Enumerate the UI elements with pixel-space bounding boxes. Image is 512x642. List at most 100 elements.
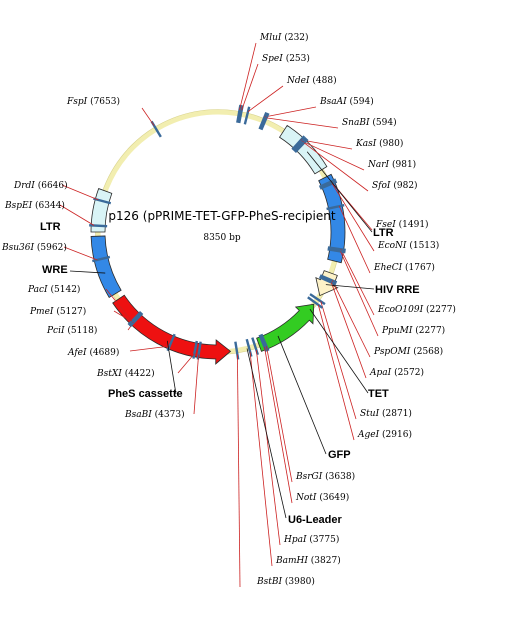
site-tick-ecoo109i (327, 246, 346, 252)
site-tick-pmei (129, 312, 144, 328)
site-tick-stui (309, 293, 326, 306)
site-label-spei: SpeI (253) (262, 53, 310, 64)
feature-leader-ltr-right (306, 151, 373, 233)
site-leader-drdi (61, 184, 99, 201)
site-label-snabi: SnaBI (594) (342, 117, 397, 128)
site-label-bspei: BspEI (6344) (4, 200, 65, 211)
site-tick-ndei (243, 106, 251, 125)
site-tick-fsei (318, 178, 337, 188)
feature-leader-phes (166, 340, 177, 395)
site-leader-mlui (239, 42, 257, 110)
site-leader-ppumi (340, 251, 379, 337)
site-leader-hpai (255, 349, 281, 546)
site-tick-bsaai (258, 111, 268, 130)
feature-label-wre: WRE (42, 264, 68, 276)
site-tick-bsu36i (92, 255, 111, 263)
site-label-bsabi: BsaBI (4373) (124, 409, 185, 420)
site-tick-nari (292, 136, 307, 152)
feature-arc-phes (112, 294, 232, 365)
site-tick-ppumi (327, 248, 346, 254)
site-leader-pspomi (331, 280, 371, 358)
feature-arc-gfp (256, 303, 315, 352)
site-label-bstxi: BstXI (4422) (96, 368, 155, 379)
site-tick-kasi (291, 135, 306, 151)
site-leader-stui (320, 301, 357, 420)
site-leader-eheci (338, 206, 371, 274)
site-tick-bspei (89, 224, 108, 228)
site-leader-pmei (113, 310, 134, 324)
site-leader-nari (302, 140, 365, 171)
feature-leader-hiv-rre (325, 284, 375, 290)
site-tick-apai (318, 276, 337, 286)
site-tick-bsrgi (260, 333, 270, 352)
site-label-apai: ApaI (2572) (369, 367, 424, 378)
site-tick-paci (127, 311, 142, 326)
site-leader-ndei (247, 85, 284, 113)
site-label-nari: NarI (981) (367, 159, 416, 170)
site-label-bsaai: BsaAI (594) (319, 96, 374, 107)
feature-leader-tet (309, 308, 369, 394)
feature-arc-blue-right (318, 173, 346, 264)
site-leader-fspi (141, 107, 155, 126)
feature-arcs (90, 124, 346, 365)
site-leader-bamhi (249, 351, 273, 567)
site-label-pmei: PmeI (5127) (29, 306, 86, 317)
site-label-ppumi: PpuMI (2277) (381, 325, 445, 336)
feature-label-tet: TET (368, 388, 389, 400)
feature-leader-gfp (277, 335, 327, 455)
site-label-econi: EcoNI (1513) (377, 240, 439, 251)
site-label-ehei: EheCI (1767) (373, 262, 435, 273)
feature-leader-u6-leader (246, 348, 287, 519)
site-label-sfoi: SfoI (982) (372, 180, 418, 191)
feature-label-ltr-right: LTR (373, 227, 394, 239)
feature-leader-wre (69, 270, 106, 274)
site-label-agei: AgeI (2916) (357, 429, 412, 440)
site-tick-snabi (260, 112, 270, 131)
site-leader-bspei (59, 204, 95, 226)
site-leader-econi (331, 183, 375, 252)
site-tick-eheci (326, 204, 345, 211)
site-tick-bstxi (192, 340, 198, 359)
site-leader-paci (105, 288, 133, 322)
site-leader-snabi (266, 117, 339, 129)
site-label-bsu36i: Bsu36I (5962) (1, 242, 67, 253)
site-lines (59, 42, 379, 588)
site-label-fspi: FspI (7653) (66, 96, 120, 107)
plasmid-size: 8350 bp (203, 233, 241, 243)
site-label-drdi: DrdI (6646) (13, 180, 68, 191)
site-label-pcii: PciI (5118) (46, 325, 97, 336)
site-leader-bsrgi (266, 346, 293, 483)
site-label-kasi: KasI (980) (355, 138, 403, 149)
site-leader-bsu36i (63, 246, 98, 261)
feature-label-ltr-left: LTR (40, 221, 61, 233)
site-label-stui: StuI (2871) (360, 408, 412, 419)
site-leader-ecoo109i (340, 249, 375, 316)
site-leader-noti (264, 346, 293, 504)
site-leader-agei (317, 304, 355, 441)
site-label-hpai: HpaI (3775) (283, 534, 339, 545)
feature-label-gfp: GFP (328, 449, 351, 461)
site-leader-kasi (300, 139, 353, 150)
site-tick-pspomi (319, 274, 338, 284)
site-leader-bsaai (264, 106, 317, 118)
site-leader-afei (129, 345, 170, 352)
site-label-bsrgi: BsrGI (3638) (295, 471, 355, 482)
site-label-afei: AfeI (4689) (67, 347, 119, 358)
site-label-bstbi: BstBI (3980) (256, 576, 315, 587)
site-label-eco0109i: EcoO109I (2277) (377, 304, 456, 315)
site-tick-noti (258, 334, 268, 353)
site-label-fsei: FseI (1491) (375, 219, 429, 230)
site-label-noti: NotI (3649) (295, 492, 349, 503)
site-tick-sfoi (294, 138, 309, 153)
site-leader-sfoi (303, 142, 369, 192)
feature-label-u6-leader: U6-Leader (288, 514, 343, 526)
site-label-mlui: MluI (232) (259, 32, 309, 43)
site-leader-apai (330, 282, 367, 379)
site-leader-spei (241, 63, 259, 111)
site-leader-bstbi (236, 354, 241, 588)
site-tick-agei (307, 296, 324, 309)
site-label-paci: PacI (5142) (27, 284, 80, 295)
feature-label-phes-cassette: PheS cassette (108, 388, 183, 400)
feature-arc-hiv-rre (315, 270, 339, 297)
